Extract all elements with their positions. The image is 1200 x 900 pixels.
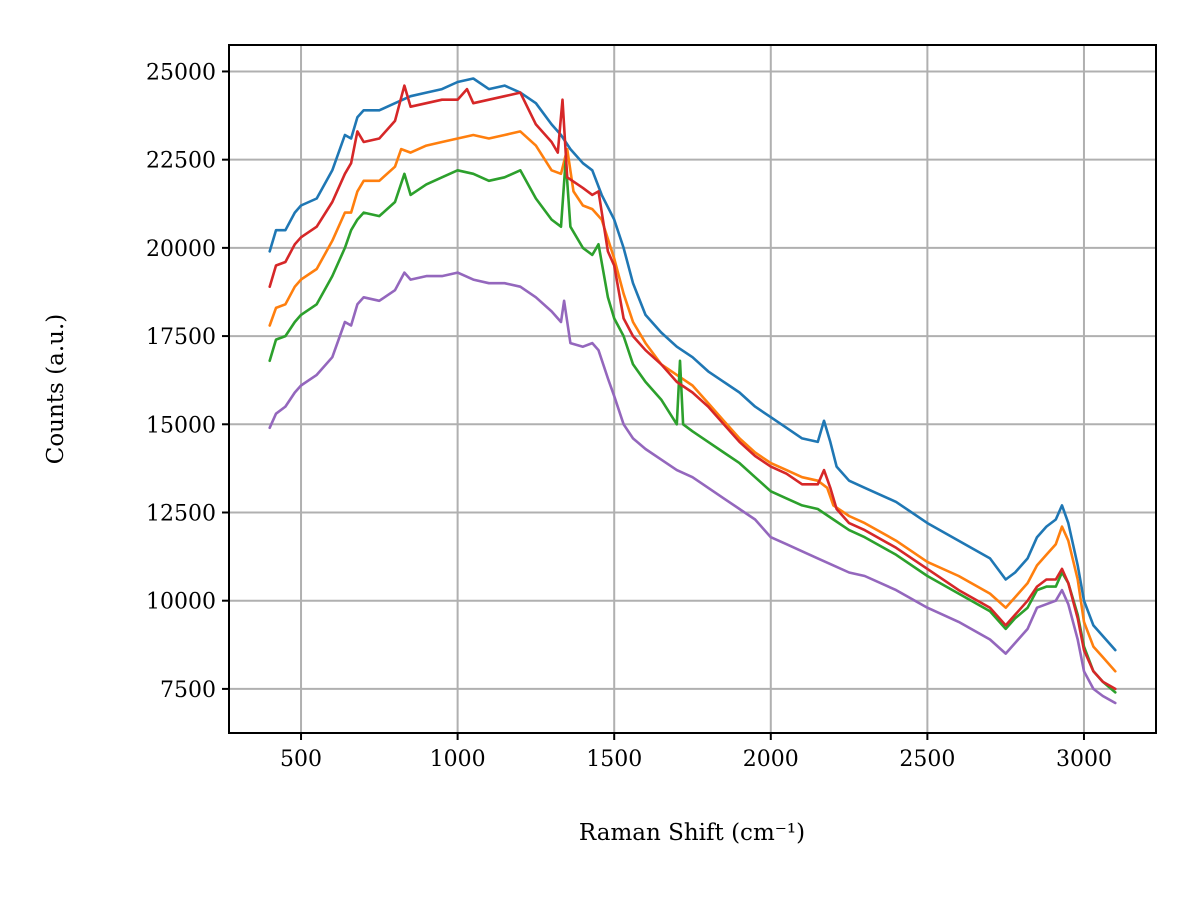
- x-axis-label: Raman Shift (cm⁻¹): [579, 820, 805, 846]
- x-tick-label: 500: [280, 747, 322, 772]
- grid-lines: [229, 45, 1156, 733]
- x-tick-label: 1500: [586, 747, 642, 772]
- series-line-3: [268, 158, 1117, 694]
- y-tick-label: 12500: [146, 501, 216, 526]
- series-line-1: [268, 77, 1117, 652]
- series-line-2: [268, 130, 1117, 673]
- y-tick-label: 20000: [146, 237, 216, 262]
- series-line-4: [268, 84, 1117, 691]
- series-lines: [268, 77, 1117, 705]
- y-axis-ticks: 7500 10000 12500 15000 17500 20000 22500 25000: [146, 60, 229, 703]
- x-tick-label: 2500: [899, 747, 955, 772]
- y-axis-label: Counts (a.u.): [43, 314, 69, 465]
- y-tick-label: 7500: [160, 678, 216, 703]
- y-tick-label: 25000: [146, 60, 216, 85]
- y-tick-label: 22500: [146, 149, 216, 174]
- y-tick-label: 17500: [146, 325, 216, 350]
- y-tick-label: 10000: [146, 590, 216, 615]
- x-axis-ticks: 500 1000 1500 2000 2500 3000: [280, 733, 1112, 772]
- y-tick-label: 15000: [146, 413, 216, 438]
- x-tick-label: 3000: [1056, 747, 1112, 772]
- x-tick-label: 1000: [430, 747, 486, 772]
- plot-frame: [228, 44, 1157, 734]
- series-line-5: [268, 271, 1117, 705]
- x-tick-label: 2000: [743, 747, 799, 772]
